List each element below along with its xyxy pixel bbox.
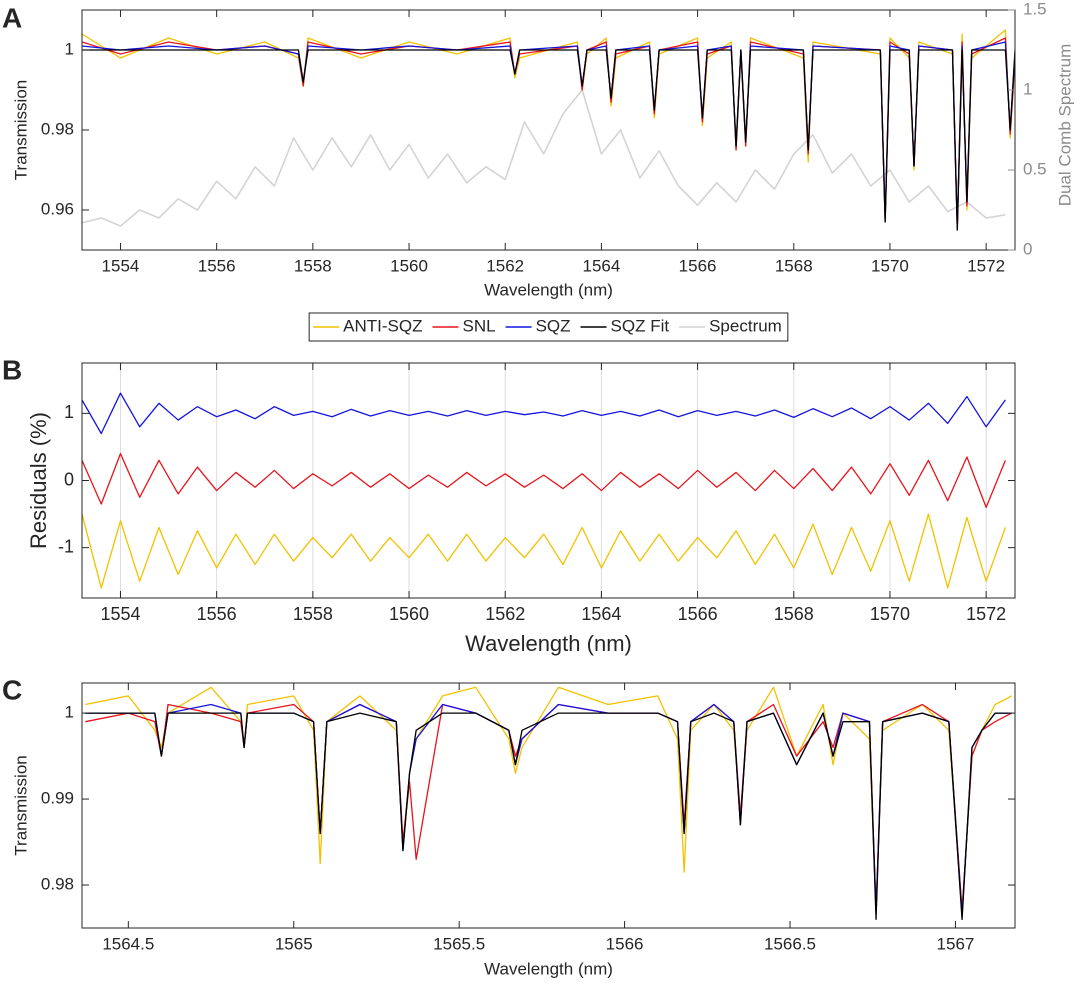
x-tick-label: 1566	[606, 934, 644, 953]
legend-label: SNL	[463, 316, 496, 335]
y-tick-label: 1	[64, 402, 74, 422]
axes-box	[81, 682, 1016, 929]
x-tick-label: 1556	[197, 604, 237, 624]
x-tick-label: 1562	[485, 604, 525, 624]
x-tick-label: 1560	[390, 256, 428, 275]
x-tick-label: 1558	[294, 256, 332, 275]
series-line	[82, 49, 1015, 231]
x-tick-label: 1566	[678, 604, 718, 624]
y-axis-label: Residuals (%)	[26, 412, 51, 549]
y-axis-label: Transmission	[11, 80, 30, 180]
x-tick-label: 1566.5	[764, 934, 816, 953]
y-tick-label: -1	[58, 536, 74, 556]
y2-tick-label: 1	[1023, 79, 1032, 98]
x-tick-label: 1565.5	[433, 934, 485, 953]
y2-tick-label: 1.5	[1023, 0, 1047, 18]
series-line	[82, 89, 1006, 227]
x-tick-label: 1568	[775, 256, 813, 275]
x-tick-label: 1564.5	[102, 934, 154, 953]
legend-label: SQZ Fit	[611, 316, 670, 335]
y-tick-label: 0.98	[41, 875, 74, 894]
x-tick-label: 1554	[100, 604, 140, 624]
panel-label: C	[2, 674, 22, 705]
legend-label: SQZ	[536, 316, 571, 335]
legend-box	[308, 312, 789, 342]
legend-label: Spectrum	[709, 316, 782, 335]
y-tick-label: 1	[65, 703, 74, 722]
x-tick-label: 1554	[102, 256, 140, 275]
legend: ANTI-SQZ SNL SQZ SQZ Fit Spectrum	[308, 312, 789, 342]
y-tick-label: 0.99	[41, 789, 74, 808]
y2-tick-label: 0.5	[1023, 159, 1047, 178]
x-tick-label: 1567	[937, 934, 975, 953]
y-tick-label: 0	[64, 469, 74, 489]
y2-tick-label: 0	[1023, 239, 1032, 258]
x-axis-label: Wavelength (nm)	[484, 959, 613, 978]
x-tick-label: 1572	[966, 604, 1006, 624]
x-tick-label: 1558	[293, 604, 333, 624]
series-line	[85, 712, 1012, 921]
x-tick-label: 1572	[967, 256, 1005, 275]
series-line	[82, 513, 1006, 589]
series-line	[82, 452, 1006, 509]
series-line	[82, 392, 1006, 435]
panel-label: B	[2, 354, 22, 385]
y-axis-label: Transmission	[11, 755, 30, 855]
x-tick-label: 1556	[198, 256, 236, 275]
panel-label: A	[2, 2, 22, 33]
x-tick-label: 1562	[486, 256, 524, 275]
x-tick-label: 1565	[275, 934, 313, 953]
x-tick-label: 1564	[581, 604, 621, 624]
x-tick-label: 1570	[871, 256, 909, 275]
y-tick-label: 1	[65, 39, 74, 58]
x-tick-label: 1564	[582, 256, 620, 275]
x-tick-label: 1570	[870, 604, 910, 624]
x-axis-label: Wavelength (nm)	[465, 631, 632, 656]
x-tick-label: 1560	[389, 604, 429, 624]
y-tick-label: 0.96	[41, 199, 74, 218]
x-axis-label: Wavelength (nm)	[484, 280, 613, 299]
x-tick-label: 1568	[774, 604, 814, 624]
y2-axis-label: Dual Comb Spectrum	[1055, 44, 1074, 207]
x-tick-label: 1566	[679, 256, 717, 275]
y-tick-label: 0.98	[41, 119, 74, 138]
legend-label: ANTI-SQZ	[343, 316, 422, 335]
